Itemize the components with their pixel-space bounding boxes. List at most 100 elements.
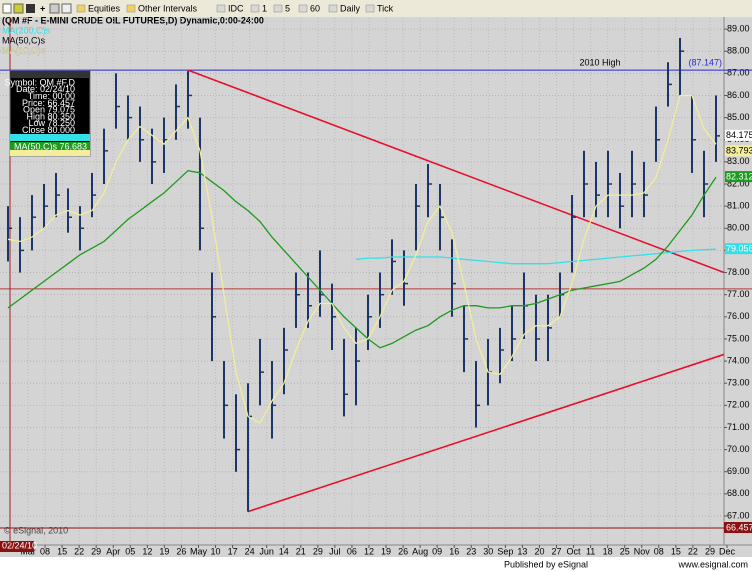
x-tick-label: 25 [620, 546, 630, 556]
ma10-row [10, 150, 90, 156]
toolbar-button[interactable]: Daily [340, 3, 361, 13]
x-tick-label: Sep [497, 546, 513, 556]
publisher: Published by eSignal [504, 559, 588, 569]
x-tick-label: 22 [74, 546, 84, 556]
toolbar-icon [61, 3, 72, 14]
toolbar-icon [13, 3, 24, 14]
x-tick-label: 08 [654, 546, 664, 556]
y-tick-label: 78.00 [727, 267, 750, 277]
x-tick-label: 30 [483, 546, 493, 556]
toolbar-button[interactable]: IDC [228, 3, 244, 13]
last-value-box [725, 243, 752, 255]
line-label: 2010 High [579, 57, 620, 67]
x-tick-label: Jul [329, 546, 341, 556]
x-tick-label: 21 [296, 546, 306, 556]
copyright: © eSignal, 2010 [4, 525, 68, 535]
line-value-label: (87.147) [688, 57, 722, 67]
date-label: 02/24/10 [2, 540, 37, 550]
y-tick-label: 70.00 [727, 444, 750, 454]
data-window-frame [9, 70, 91, 157]
x-tick-label: 20 [534, 546, 544, 556]
toolbar-folder [250, 4, 260, 13]
y-tick-label: 83.00 [727, 156, 750, 166]
last-value-box [725, 171, 752, 183]
toolbar-folder [298, 4, 308, 13]
y-tick-label: 89.00 [727, 23, 750, 33]
y-tick-label: 88.00 [727, 46, 750, 56]
x-tick-label: 09 [432, 546, 442, 556]
trendline [187, 69, 725, 274]
x-tick-label: 29 [705, 546, 715, 556]
moving-average [7, 94, 717, 424]
x-tick-label: 29 [91, 546, 101, 556]
toolbar-icon [49, 3, 60, 14]
url: www.esignal.com [677, 559, 748, 569]
footer-bar [0, 557, 752, 572]
data-window-header [10, 71, 90, 78]
y-tick-label: 71.00 [727, 422, 750, 432]
x-tick-label: 08 [40, 546, 50, 556]
moving-average [355, 248, 717, 265]
toolbar-button[interactable]: Tick [377, 3, 394, 13]
x-tick-label: 22 [688, 546, 698, 556]
x-tick-label: 29 [313, 546, 323, 556]
toolbar-button[interactable]: 5 [285, 3, 290, 13]
toolbar-folder [273, 4, 283, 13]
y-tick-label: 68.00 [727, 488, 750, 498]
moving-average [7, 170, 717, 349]
last-value-label: 79.056 [726, 244, 752, 254]
data-window-row: Close 80.000 [22, 125, 75, 135]
y-tick-label: 76.00 [727, 311, 750, 321]
x-tick-label: 16 [449, 546, 459, 556]
data-window-row: Price: 66.457 [22, 98, 75, 108]
last-value-label: 82.312 [726, 171, 752, 181]
x-tick-label: 15 [57, 546, 67, 556]
x-tick-label: May [190, 546, 208, 556]
x-tick-label: 26 [176, 546, 186, 556]
y-tick-label: 87.00 [727, 68, 750, 78]
x-tick-label: 24 [245, 546, 255, 556]
y-tick-label: 81.00 [727, 201, 750, 211]
line-value-label: 66.457 [726, 522, 752, 532]
data-window-row: Symbol: QM #F,D [4, 77, 75, 87]
last-value-label: 83.793 [726, 146, 752, 156]
y-tick-label: 77.00 [727, 289, 750, 299]
x-tick-label: 19 [381, 546, 391, 556]
x-tick-label: Jun [259, 546, 274, 556]
toolbar-button[interactable]: 60 [310, 3, 320, 13]
y-tick-label: 75.00 [727, 333, 750, 343]
x-tick-label: 18 [603, 546, 613, 556]
y-tick-label: 86.00 [727, 90, 750, 100]
toolbar-button[interactable]: 1 [262, 3, 267, 13]
toolbar-button[interactable]: Other Intervals [138, 3, 198, 13]
data-window-row: Open 79.075 [23, 105, 75, 115]
x-tick-label: Apr [106, 546, 120, 556]
x-tick-label: 26 [398, 546, 408, 556]
y-tick-label: 67.00 [727, 510, 750, 520]
x-tick-label: Aug [412, 546, 428, 556]
x-tick-label: Nov [634, 546, 651, 556]
toolbar-folder [328, 4, 338, 13]
data-window-row: Low 78.250 [28, 118, 75, 128]
ma200-row [10, 134, 90, 141]
x-tick-label: 05 [125, 546, 135, 556]
toolbar [0, 0, 752, 17]
x-tick-label: Oct [567, 546, 582, 556]
x-tick-label: 27 [552, 546, 562, 556]
legend-label: MA(10,C)s [2, 45, 46, 55]
y-tick-label: 74.00 [727, 355, 750, 365]
x-tick-label: 15 [671, 546, 681, 556]
x-tick-label: 17 [228, 546, 238, 556]
x-tick-label: 12 [142, 546, 152, 556]
x-tick-label: Dec [719, 546, 736, 556]
y-tick-label: 73.00 [727, 378, 750, 388]
toolbar-button[interactable]: Equities [88, 3, 121, 13]
chart-title: (QM #F - E-MINI CRUDE OIL FUTURES,D) Dyn… [2, 15, 264, 25]
toolbar-folder [216, 4, 226, 13]
trendline [247, 353, 725, 513]
legend-label: MA(50,C)s [2, 35, 46, 45]
last-value-box [725, 145, 752, 157]
toolbar-icon [26, 4, 35, 13]
